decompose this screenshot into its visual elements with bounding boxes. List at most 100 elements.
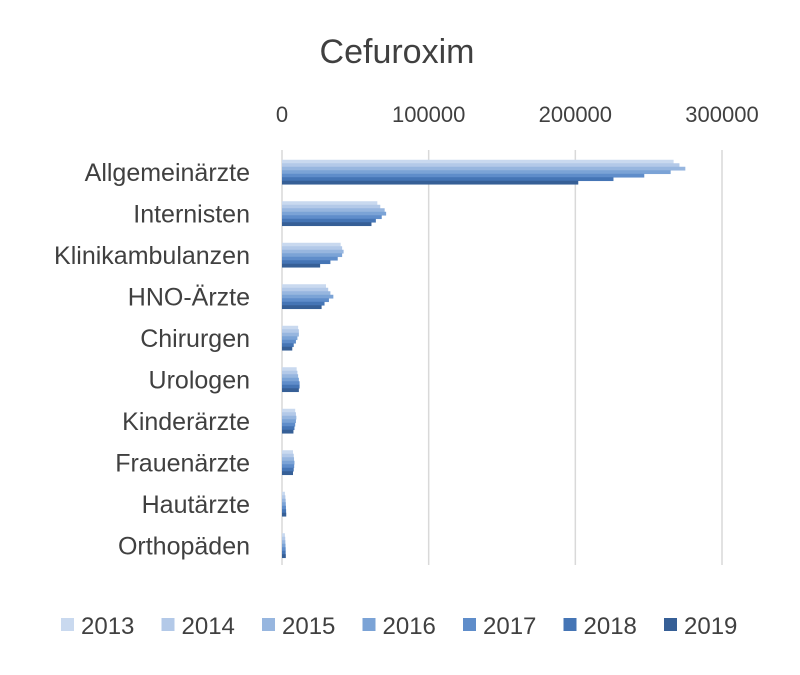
x-axis-ticks: 0 100000 200000 300000: [276, 102, 759, 127]
bar-2018-6: [282, 426, 295, 431]
bar-2016-1: [282, 211, 387, 216]
bar-2017-7: [282, 464, 295, 469]
bar-2017-1: [282, 215, 382, 220]
bar-2019-3: [282, 305, 322, 310]
bar-2015-4: [282, 332, 299, 337]
x-tick-label: 0: [276, 102, 288, 127]
bar-2016-7: [282, 460, 295, 465]
bar-2017-6: [282, 422, 296, 427]
bar-2018-0: [282, 177, 614, 182]
bar-2017-3: [282, 298, 329, 303]
bar-2015-2: [282, 249, 344, 254]
legend-swatch: [262, 618, 275, 631]
bar-2019-1: [282, 222, 372, 227]
bar-2015-8: [282, 498, 286, 503]
bar-2017-2: [282, 256, 338, 261]
bar-2014-7: [282, 453, 294, 458]
legend-label: 2019: [684, 613, 737, 640]
bar-2019-7: [282, 471, 293, 476]
bar-2016-3: [282, 294, 334, 299]
category-label: Hautärzte: [142, 491, 250, 519]
bar-2019-4: [282, 346, 293, 351]
bar-2018-8: [282, 509, 287, 514]
bar-2014-3: [282, 287, 329, 292]
bar-2013-6: [282, 408, 296, 413]
bar-2015-9: [282, 540, 286, 545]
bar-2014-0: [282, 163, 680, 168]
bar-2014-8: [282, 495, 286, 500]
category-label: Internisten: [133, 201, 250, 229]
chart-title: Cefuroxim: [320, 33, 475, 71]
bar-2014-5: [282, 370, 298, 375]
x-tick-label: 300000: [685, 102, 758, 127]
bar-2013-4: [282, 325, 299, 330]
legend-swatch: [362, 618, 376, 631]
bar-2016-2: [282, 253, 343, 258]
bar-2017-5: [282, 381, 300, 386]
category-label: Chirurgen: [140, 325, 250, 353]
bar-2015-7: [282, 457, 295, 462]
bar-2013-3: [282, 284, 326, 289]
legend-swatch: [61, 618, 74, 631]
legend-swatch: [463, 618, 476, 631]
bar-2013-0: [282, 159, 674, 164]
bar-2015-6: [282, 415, 297, 420]
legend-swatch: [161, 618, 175, 631]
bar-2019-9: [282, 554, 286, 559]
x-tick-label: 200000: [539, 102, 612, 127]
bar-2014-2: [282, 246, 343, 251]
bar-2016-6: [282, 419, 296, 424]
legend-label: 2014: [182, 613, 235, 640]
legend: 2013 2014 2015 2016 2017 2018 2019: [61, 613, 737, 640]
bar-2013-7: [282, 450, 293, 455]
category-label: Orthopäden: [118, 533, 250, 561]
bar-2013-1: [282, 201, 378, 206]
bar-2013-5: [282, 367, 297, 372]
bar-2018-2: [282, 260, 331, 265]
category-label: Frauenärzte: [115, 450, 250, 478]
bar-2018-7: [282, 467, 294, 472]
bars: [282, 159, 686, 559]
bar-2015-1: [282, 208, 385, 213]
bar-2016-0: [282, 170, 671, 175]
category-label: Kinderärzte: [122, 408, 250, 436]
bar-2019-6: [282, 429, 294, 434]
bar-2017-9: [282, 547, 286, 552]
legend-label: 2017: [483, 613, 536, 640]
bar-2016-5: [282, 377, 299, 382]
bar-2014-4: [282, 329, 299, 334]
bar-2018-3: [282, 301, 325, 306]
bar-2014-9: [282, 536, 286, 541]
bar-2019-5: [282, 388, 299, 393]
bar-2014-6: [282, 412, 296, 417]
bar-2019-2: [282, 263, 321, 268]
legend-swatch: [563, 618, 577, 631]
bar-2017-0: [282, 173, 645, 178]
legend-label: 2018: [584, 613, 637, 640]
category-label: Klinikambulanzen: [54, 242, 250, 270]
bar-2019-8: [282, 512, 287, 517]
bar-2018-5: [282, 384, 300, 389]
legend-swatch: [664, 618, 677, 631]
bar-2017-8: [282, 505, 286, 510]
legend-label: 2015: [282, 613, 335, 640]
bar-2018-4: [282, 343, 294, 348]
bar-2014-1: [282, 204, 381, 209]
bar-2019-0: [282, 180, 579, 185]
bar-2016-4: [282, 336, 298, 341]
bar-2015-0: [282, 166, 686, 171]
bar-2017-4: [282, 339, 296, 344]
bar-2016-8: [282, 502, 286, 507]
legend-label: 2016: [383, 613, 436, 640]
legend-label: 2013: [81, 613, 134, 640]
bar-2016-9: [282, 543, 286, 548]
category-labels: Allgemeinärzte Internisten Klinikambulanze…: [54, 159, 250, 561]
x-tick-label: 100000: [392, 102, 465, 127]
bar-2013-2: [282, 242, 341, 247]
bar-2015-3: [282, 291, 331, 296]
category-label: HNO-Ärzte: [128, 284, 250, 312]
category-label: Urologen: [149, 367, 250, 395]
bar-2013-8: [282, 491, 285, 496]
category-label: Allgemeinärzte: [85, 159, 250, 187]
